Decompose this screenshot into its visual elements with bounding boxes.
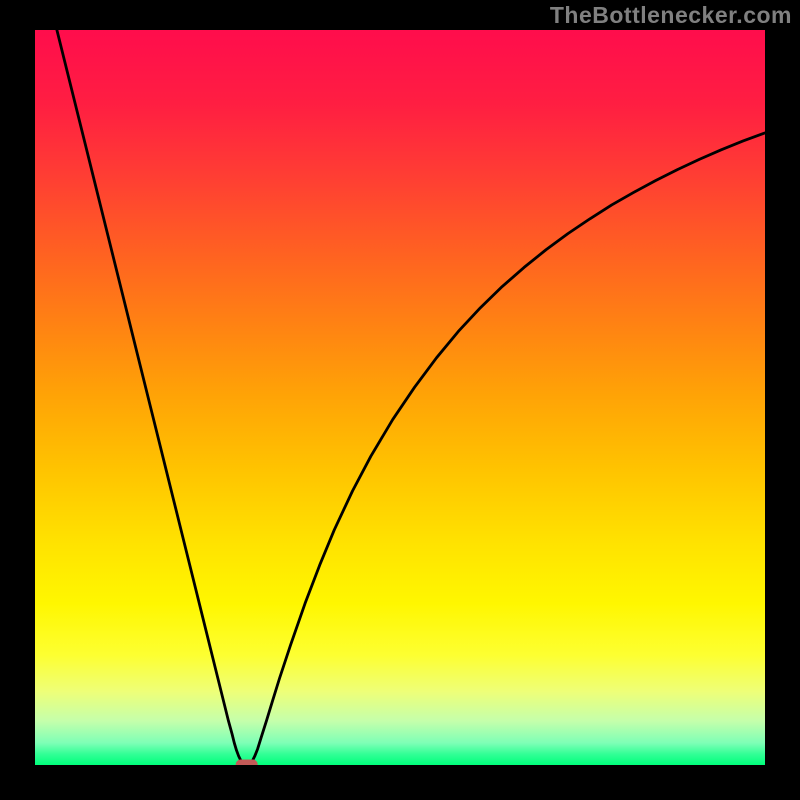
gradient-background [35, 30, 765, 765]
plot-area [35, 30, 765, 765]
chart-container: TheBottlenecker.com [0, 0, 800, 800]
optimal-point-marker [236, 760, 258, 766]
chart-svg [35, 30, 765, 765]
watermark-label: TheBottlenecker.com [550, 2, 792, 29]
